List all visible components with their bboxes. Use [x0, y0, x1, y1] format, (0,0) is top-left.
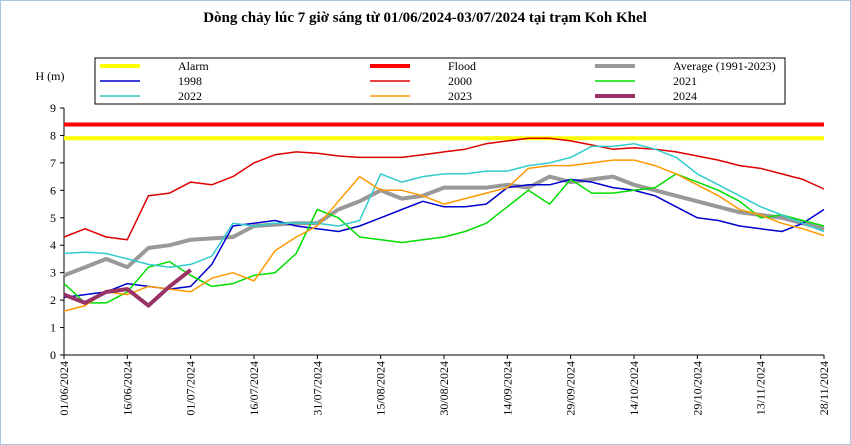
series-line [63, 142, 825, 268]
legend-label: 1998 [178, 74, 202, 88]
legend-label: 2024 [673, 89, 697, 103]
x-tick-label: 14/10/2024 [627, 361, 641, 416]
legend-box [94, 57, 786, 105]
legend-label: Flood [448, 59, 476, 73]
series-line [63, 137, 825, 241]
y-tick-label: 8 [50, 128, 56, 142]
series-line [63, 173, 825, 304]
y-tick-label: 7 [50, 156, 56, 170]
y-tick-label: 9 [50, 101, 56, 115]
y-tick-label: 5 [50, 211, 56, 225]
legend-label: Alarm [178, 59, 209, 73]
x-tick-label: 29/10/2024 [690, 361, 704, 416]
y-tick-label: 3 [50, 266, 56, 280]
legend-label: 2023 [448, 89, 472, 103]
x-tick-label: 30/08/2024 [437, 361, 451, 416]
x-tick-label: 16/07/2024 [247, 361, 261, 416]
series-line [63, 268, 192, 308]
series-line [63, 174, 825, 278]
x-tick-label: 16/06/2024 [120, 361, 134, 416]
series-line [63, 159, 825, 312]
x-tick-label: 14/09/2024 [500, 361, 514, 416]
chart-title: Dòng chảy lúc 7 giờ sáng từ 01/06/2024-0… [203, 10, 647, 26]
y-tick-label: 2 [50, 293, 56, 307]
x-tick-label: 01/06/2024 [57, 361, 71, 416]
x-tick-label: 28/11/2024 [817, 361, 831, 415]
x-tick-label: 01/07/2024 [184, 361, 198, 416]
legend-label: 2021 [673, 74, 697, 88]
y-tick-label: 4 [50, 238, 56, 252]
y-tick-label: 6 [50, 183, 56, 197]
series-line [63, 178, 825, 299]
y-axis-label: H (m) [36, 69, 65, 83]
legend-label: 2000 [448, 74, 472, 88]
x-tick-label: 13/11/2024 [754, 361, 768, 415]
x-tick-label: 29/09/2024 [564, 361, 578, 416]
x-tick-label: 31/07/2024 [310, 361, 324, 416]
y-tick-label: 1 [50, 321, 56, 335]
legend-label: Average (1991-2023) [673, 59, 776, 73]
legend-label: 2022 [178, 89, 202, 103]
y-tick-label: 0 [50, 348, 56, 362]
x-tick-label: 15/08/2024 [374, 361, 388, 416]
